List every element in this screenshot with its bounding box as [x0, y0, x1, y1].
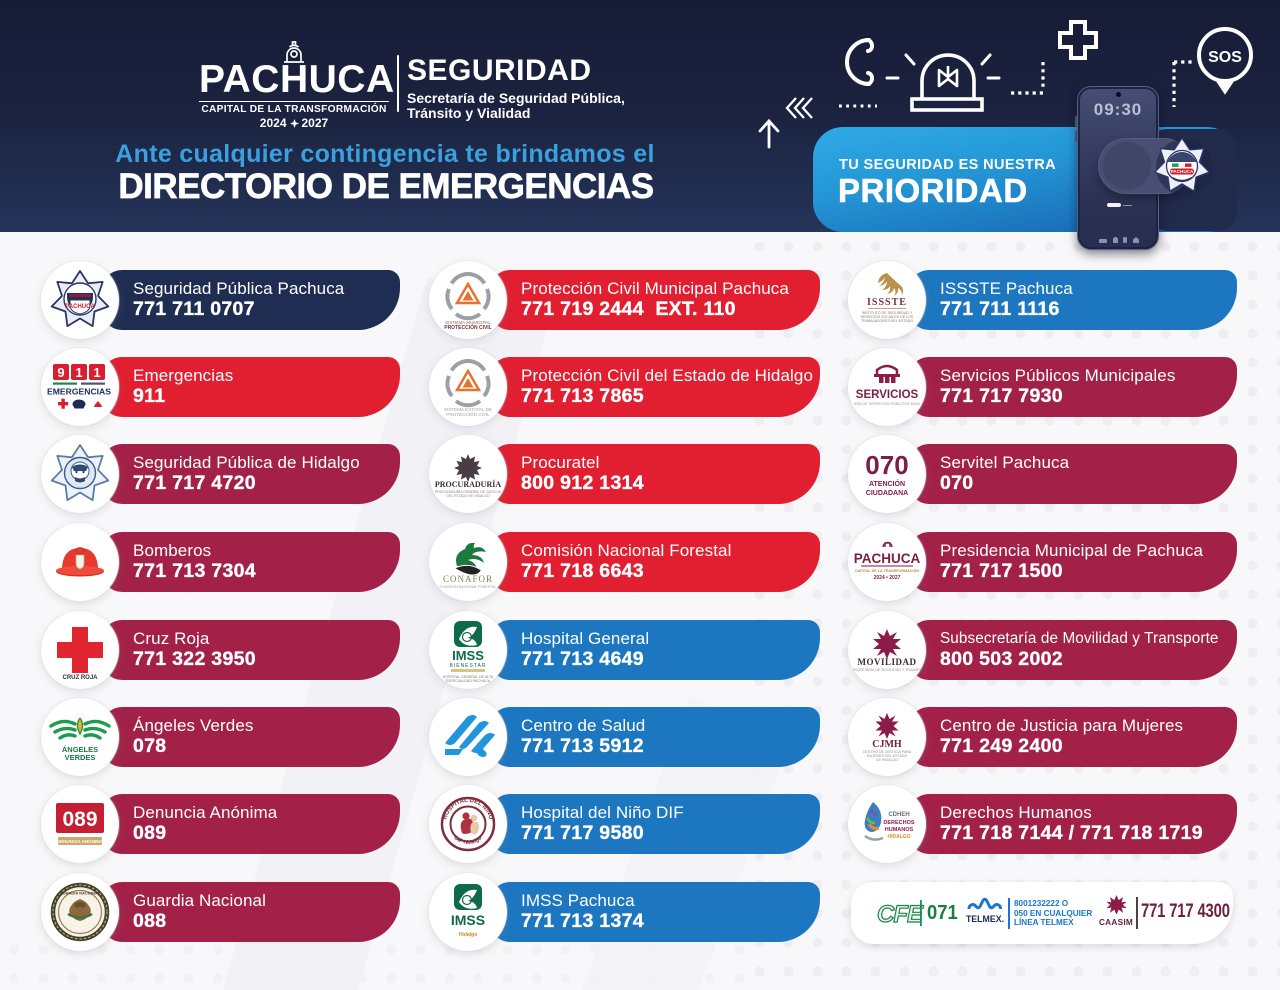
svg-text:MOVILIDAD: MOVILIDAD [857, 657, 916, 667]
svg-text:CAPITAL DE LA TRANSFORMACIÓN: CAPITAL DE LA TRANSFORMACIÓN [855, 568, 919, 573]
svg-text:SERVICIOS: SERVICIOS [856, 389, 919, 401]
svg-text:SISTEMA MUNICIPAL: SISTEMA MUNICIPAL [445, 320, 491, 325]
svg-text:SERVICIOS SOCIALES DE LOS: SERVICIOS SOCIALES DE LOS [861, 315, 914, 319]
svg-text:Hidalgo: Hidalgo [459, 932, 477, 938]
svg-text:HOSPITAL GENERAL DE ALTA: HOSPITAL GENERAL DE ALTA [443, 675, 494, 679]
svg-text:ÁNGELES: ÁNGELES [62, 745, 98, 754]
svg-text:ISSSTE: ISSSTE [867, 297, 907, 308]
svg-text:SUBSECRETARÍA DE MOVILIDAD Y T: SUBSECRETARÍA DE MOVILIDAD Y TRANSPORTE [852, 668, 922, 672]
svg-text:CONAFOR: CONAFOR [443, 574, 493, 584]
svg-text:089: 089 [62, 808, 97, 831]
svg-text:CFE: CFE [877, 901, 924, 928]
svg-text:070: 070 [865, 450, 908, 480]
svg-text:COMISIÓN NACIONAL FORESTAL: COMISIÓN NACIONAL FORESTAL [439, 584, 496, 589]
svg-text:TELMEX.: TELMEX. [966, 914, 1004, 924]
svg-text:IMSS: IMSS [451, 912, 485, 928]
svg-text:HIDALGO: HIDALGO [887, 834, 910, 840]
svg-text:CJMH: CJMH [872, 739, 902, 750]
svg-text:1: 1 [75, 365, 82, 380]
svg-text:INSTITUTO DE SEGURIDAD Y: INSTITUTO DE SEGURIDAD Y [862, 311, 913, 315]
svg-text:1: 1 [93, 365, 100, 380]
svg-text:DIF Hidalgo: DIF Hidalgo [453, 835, 484, 846]
svg-text:CDHEH: CDHEH [888, 812, 909, 818]
svg-text:CIUDADANA: CIUDADANA [866, 490, 908, 497]
svg-text:2024 • 2027: 2024 • 2027 [874, 575, 901, 581]
svg-text:PROTECCIÓN CIVIL: PROTECCIÓN CIVIL [446, 411, 490, 417]
svg-text:ATENCIÓN: ATENCIÓN [869, 479, 905, 488]
svg-text:9: 9 [57, 365, 64, 380]
svg-text:PACHUCA: PACHUCA [854, 551, 920, 566]
svg-text:EMERGENCIAS: EMERGENCIAS [47, 387, 111, 397]
svg-text:MUJERES DEL ESTADO: MUJERES DEL ESTADO [867, 754, 908, 758]
svg-text:GUARDIA NACIONAL: GUARDIA NACIONAL [60, 891, 101, 896]
svg-text:DEL ESTADO DE HIDALGO: DEL ESTADO DE HIDALGO [447, 494, 490, 498]
svg-text:DERECHOS: DERECHOS [883, 820, 915, 826]
svg-text:IMSS: IMSS [452, 648, 484, 663]
svg-text:PROTECCIÓN CIVIL: PROTECCIÓN CIVIL [444, 323, 492, 331]
svg-text:PACHUCA: PACHUCA [1171, 169, 1194, 174]
svg-text:DENUNCIA ANÓNIMA: DENUNCIA ANÓNIMA [57, 837, 104, 844]
svg-text:PROCURADURÍA GENERAL DE JUSTIC: PROCURADURÍA GENERAL DE JUSTICIA [435, 490, 502, 494]
svg-text:SISTEMA ESTATAL DE: SISTEMA ESTATAL DE [444, 407, 492, 412]
svg-text:DE HIDALGO: DE HIDALGO [876, 758, 898, 762]
svg-text:SECRETARÍA DE SERVICIOS PÚBLIC: SECRETARÍA DE SERVICIOS PÚBLICOS MUNICIP… [854, 401, 920, 406]
svg-text:PACHUCA: PACHUCA [65, 304, 95, 310]
svg-text:HUMANOS: HUMANOS [885, 827, 914, 833]
svg-text:BIENESTAR: BIENESTAR [450, 663, 487, 669]
svg-text:SOS: SOS [1208, 49, 1242, 66]
svg-text:CRUZ ROJA: CRUZ ROJA [62, 675, 98, 681]
svg-text:CENTRO DE JUSTICIA PARA: CENTRO DE JUSTICIA PARA [863, 750, 912, 754]
svg-text:VERDES: VERDES [65, 753, 96, 762]
svg-text:TRABAJADORES DEL ESTADO: TRABAJADORES DEL ESTADO [861, 319, 914, 323]
svg-text:ESPECIALIDAD PACHUCA: ESPECIALIDAD PACHUCA [446, 679, 491, 683]
svg-text:PROCURADURÍA: PROCURADURÍA [435, 479, 501, 489]
